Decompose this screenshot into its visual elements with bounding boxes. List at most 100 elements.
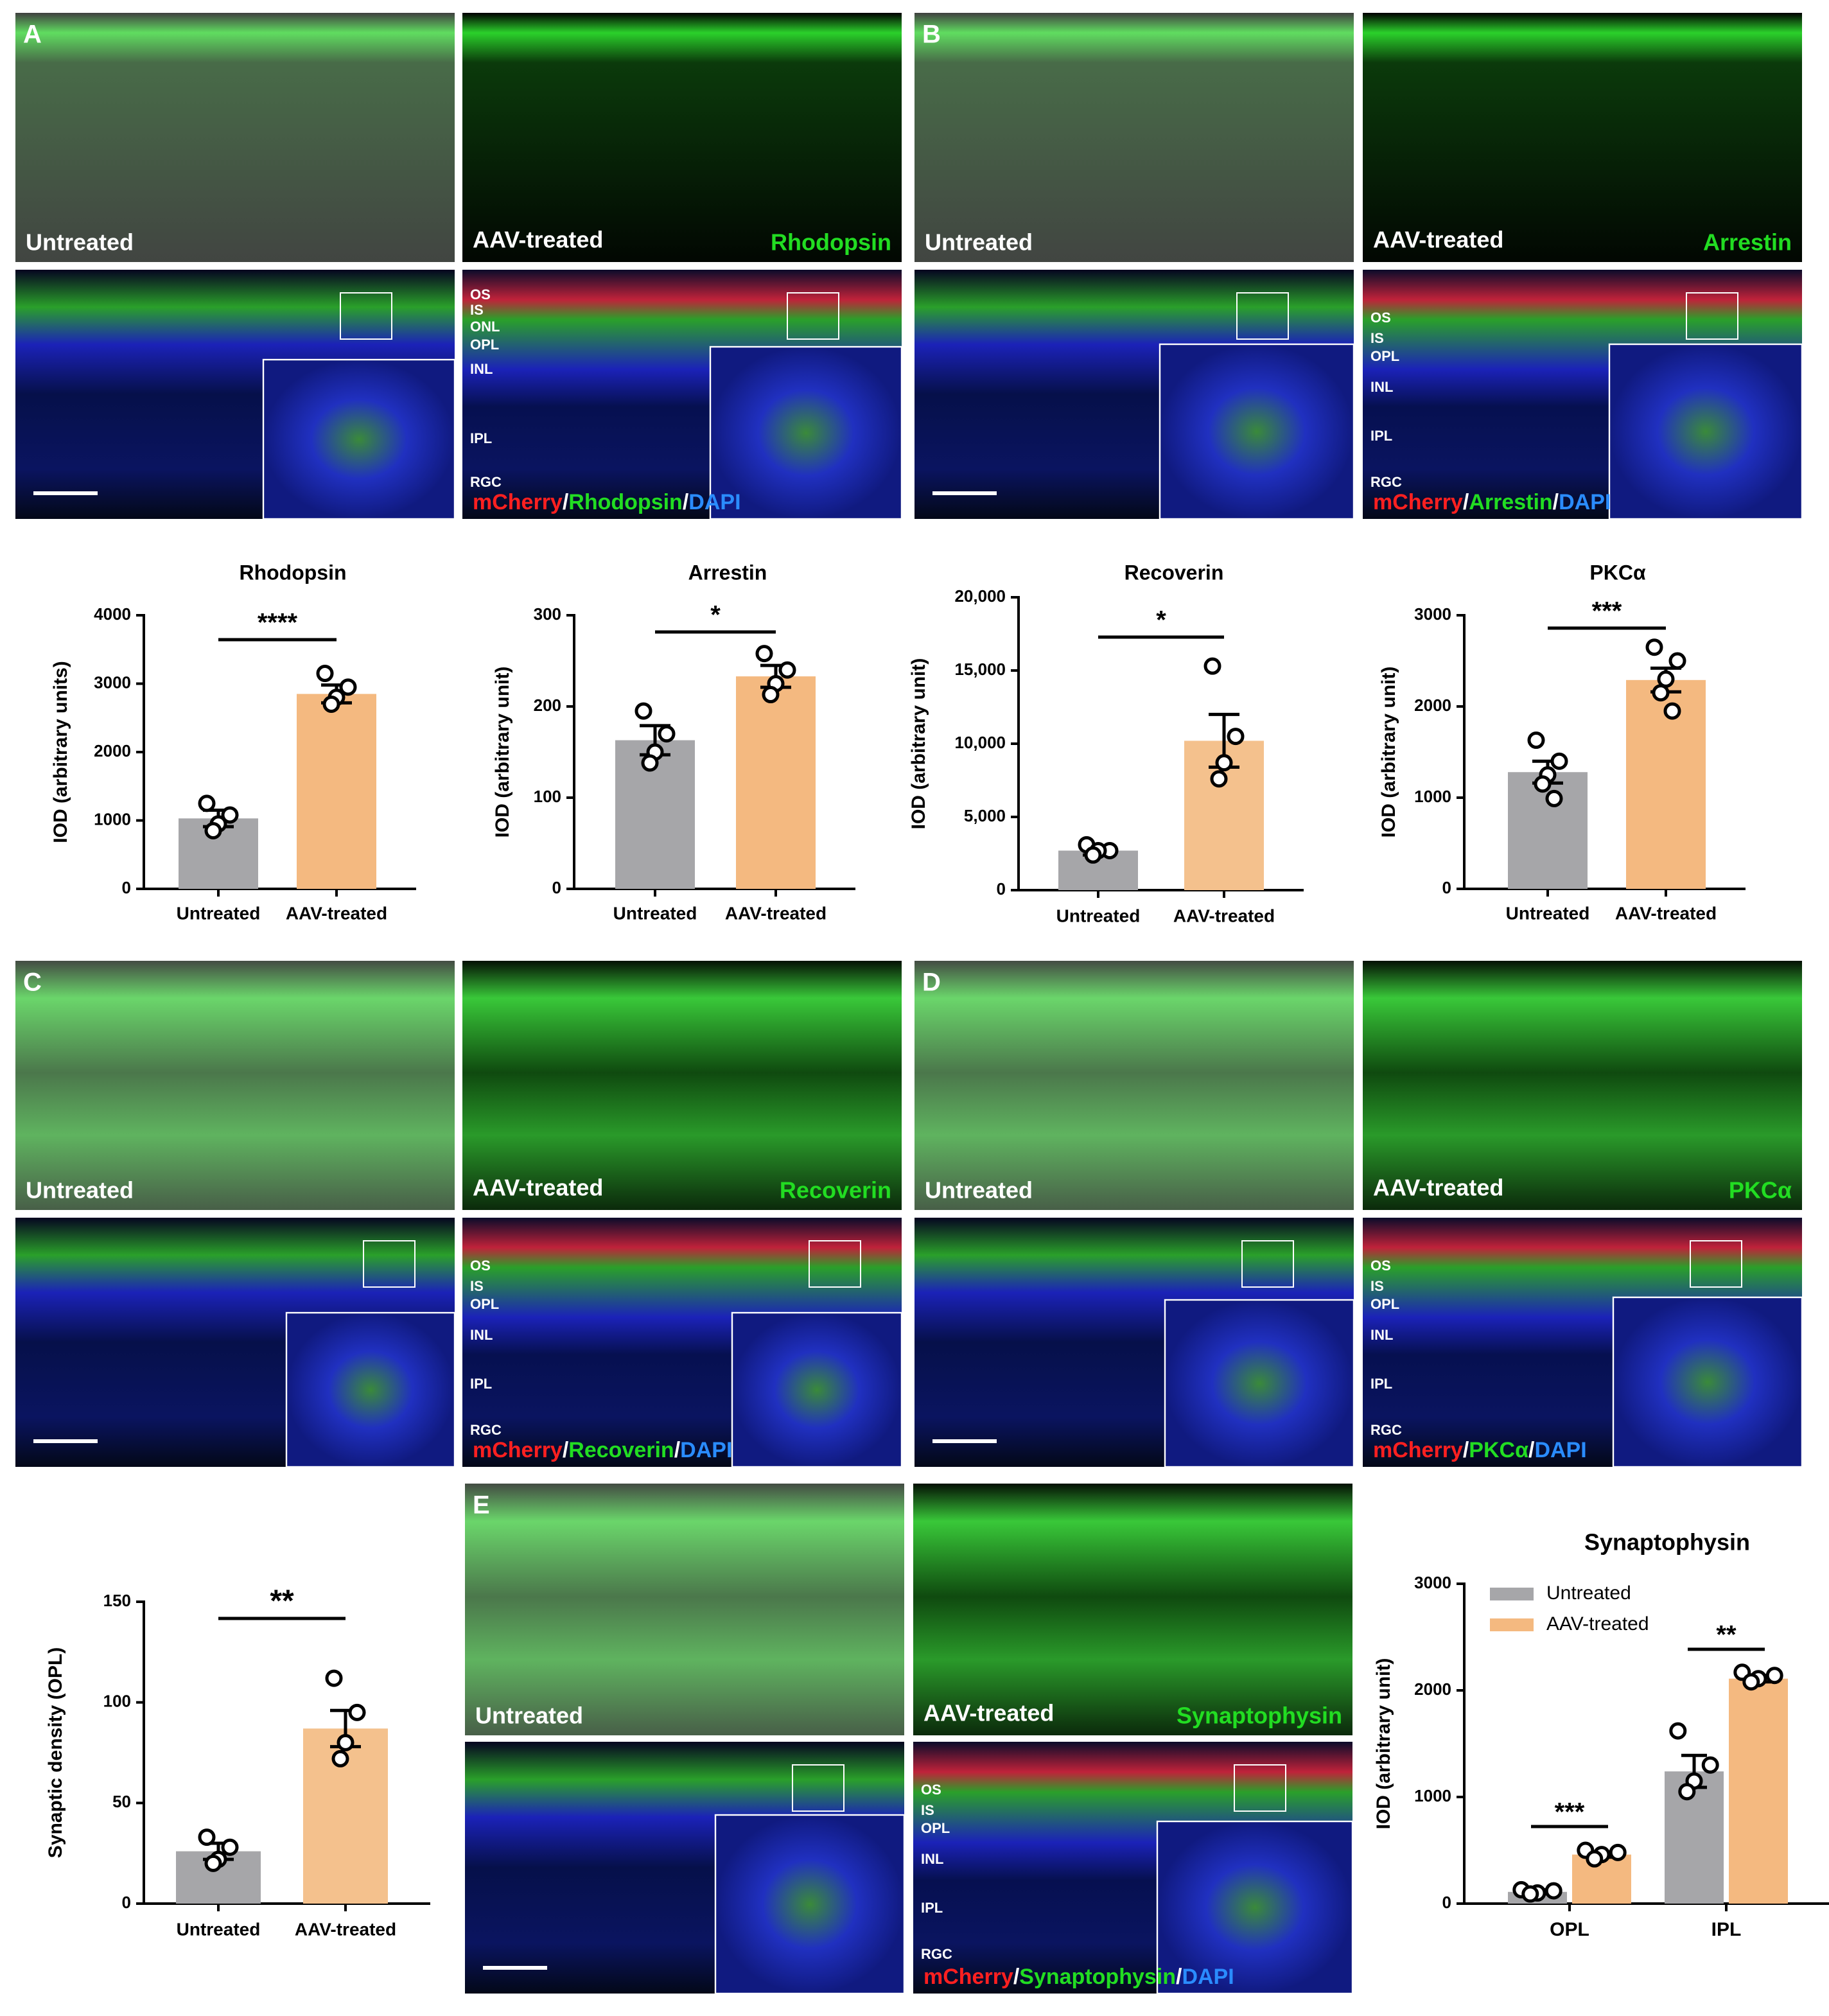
inset-box [792,1764,844,1812]
stain-part: DAPI [688,490,740,514]
y-tick-label: 3000 [1414,1573,1451,1592]
stain-part: Arrestin [1469,490,1552,514]
legend-swatch [1490,1618,1534,1631]
layer-label: IS [1370,330,1384,346]
stain-part: DAPI [1182,1965,1234,1989]
x-tick-label: AAV-treated [1615,903,1717,923]
data-point [1669,1722,1687,1740]
layer-label: INL [470,1327,493,1343]
image-label: Untreated [475,1703,583,1729]
y-tick-label: 1000 [94,809,131,828]
layer-label: OS [921,1782,941,1798]
stain-part: PKCα [1469,1438,1528,1462]
legend-label: AAV-treated [1546,1613,1649,1635]
image-label: AAV-treated [473,227,603,253]
data-point [634,702,652,720]
y-tick-label: 2000 [1414,1679,1451,1699]
layer-label: RGC [470,474,502,490]
stain-part: / [1013,1965,1020,1989]
layer-label: OS [470,286,491,302]
data-point [1545,789,1563,807]
stain-part: / [1463,1438,1469,1462]
stain-part: DAPI [1534,1438,1586,1462]
y-tick-label: 1000 [1414,787,1451,806]
layer-label: OPL [470,337,499,353]
y-tick-label: 300 [534,604,561,624]
stain-part: / [683,490,689,514]
significance-label: ** [270,1584,294,1618]
layer-label: RGC [1370,1422,1402,1438]
panel-letter: D [922,969,941,997]
data-point [1550,752,1568,770]
y-axis-label: Synaptic density (OPL) [45,1647,66,1858]
y-tick-label: 10,000 [954,733,1006,752]
y-tick-label: 20,000 [954,586,1006,606]
stain-part: mCherry [1373,1438,1463,1462]
stain-part: / [1553,490,1559,514]
y-tick-label: 200 [534,696,561,715]
y-axis-label: IOD (arbitrary units) [50,661,71,843]
layer-label: OPL [1370,1296,1399,1312]
layer-label: RGC [921,1946,952,1962]
y-axis-label: IOD (arbitrary unit) [492,667,513,838]
layer-label: OS [1370,1258,1391,1274]
x-tick-label: Untreated [1056,906,1141,925]
data-point [1668,652,1686,670]
data-point [339,678,357,696]
bar [1508,772,1588,889]
chart-title: Synaptophysin [1584,1529,1750,1556]
layer-label: IPL [470,1376,492,1392]
significance-label: *** [1592,597,1622,626]
y-tick-label: 5,000 [964,806,1006,825]
layer-label: ONL [470,319,500,335]
data-point [1609,1843,1627,1861]
stain-part: / [563,1438,569,1462]
layer-label: INL [470,361,493,377]
inset [285,1311,456,1468]
micrograph [465,1484,904,1735]
panel-letter: C [23,969,42,997]
inset [1608,343,1803,520]
micrograph [15,13,455,262]
chart-title: Recoverin [1125,561,1224,584]
data-point [221,806,239,824]
significance-label: * [1156,606,1166,635]
y-tick-label: 0 [1442,878,1451,897]
significance-label: **** [258,609,298,637]
stain-part: Synaptophysin [1019,1965,1176,1989]
bar [297,694,376,889]
stain-part: mCherry [473,490,563,514]
y-tick-label: 0 [122,1893,131,1912]
layer-label: INL [921,1851,943,1867]
data-point [1210,770,1228,788]
inset-box [787,292,839,340]
stain-part: mCherry [923,1965,1013,1989]
y-tick-label: 1000 [1414,1786,1451,1805]
inset-box [363,1240,416,1288]
data-point [762,686,780,704]
data-point [204,821,222,839]
inset [262,358,456,520]
layer-label: IPL [1370,1376,1392,1392]
marker-label: Recoverin [780,1177,891,1204]
micrograph [462,13,902,262]
data-point [1545,1882,1562,1900]
micrograph [913,1484,1352,1735]
data-point [1521,1885,1539,1903]
data-point [658,725,676,743]
significance-label: ** [1716,1621,1737,1649]
stain-part: Recoverin [568,1438,674,1462]
significance-label: * [710,601,721,629]
micrograph [1363,13,1802,262]
y-tick-label: 0 [122,878,131,897]
data-point [1534,775,1552,793]
inset-box [1686,292,1738,340]
layer-label: IPL [921,1900,943,1916]
x-tick-label: AAV-treated [295,1919,396,1939]
data-point [325,1669,343,1687]
legend-swatch [1490,1588,1534,1600]
data-point [198,794,216,812]
y-tick-label: 150 [103,1591,131,1610]
micrograph [1363,961,1802,1210]
x-tick-label: OPL [1550,1919,1589,1940]
